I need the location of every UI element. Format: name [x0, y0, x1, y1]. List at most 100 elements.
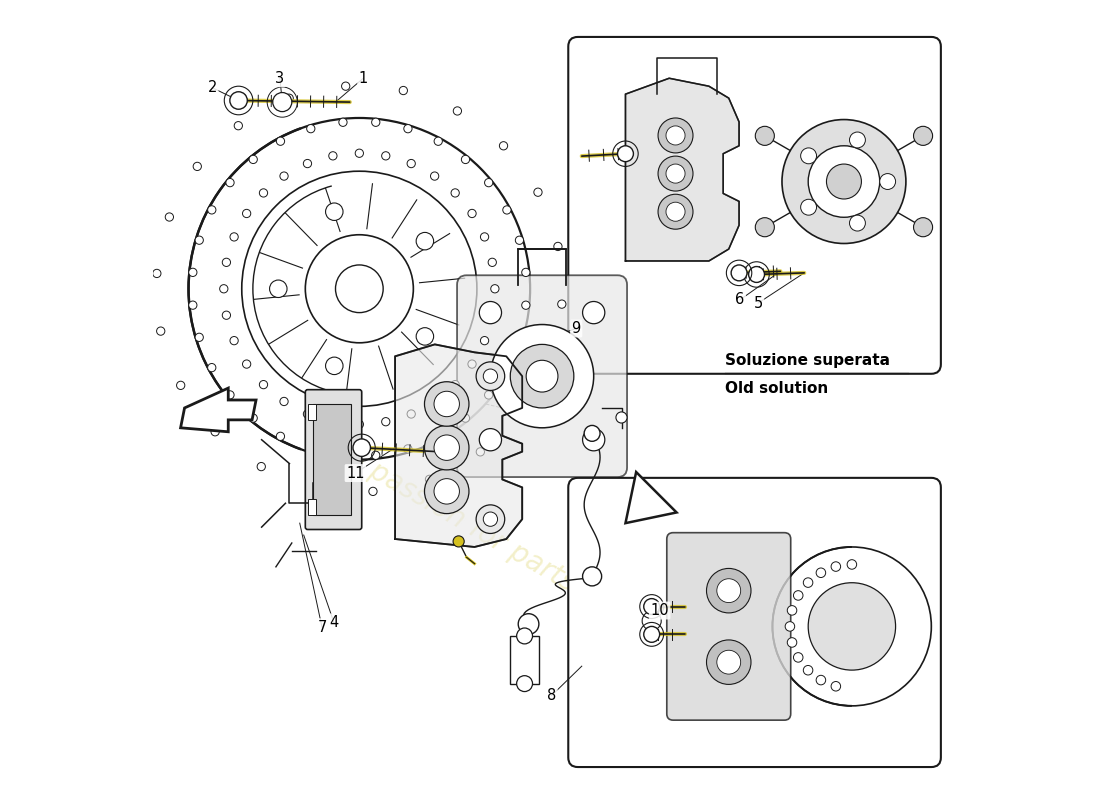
Circle shape	[793, 653, 803, 662]
Circle shape	[803, 666, 813, 675]
Circle shape	[483, 369, 497, 383]
Text: 1: 1	[359, 70, 367, 86]
Circle shape	[306, 234, 414, 342]
Circle shape	[355, 420, 363, 429]
Circle shape	[488, 311, 496, 319]
Circle shape	[339, 451, 346, 459]
Circle shape	[434, 435, 460, 460]
Circle shape	[517, 676, 532, 691]
Circle shape	[353, 439, 371, 457]
Circle shape	[304, 410, 311, 418]
Circle shape	[372, 118, 379, 126]
Circle shape	[521, 268, 530, 277]
Circle shape	[307, 445, 315, 453]
Circle shape	[208, 206, 216, 214]
Circle shape	[307, 125, 315, 133]
Circle shape	[583, 567, 602, 586]
Circle shape	[880, 174, 895, 190]
Circle shape	[430, 172, 439, 180]
Circle shape	[153, 270, 161, 278]
Circle shape	[782, 119, 906, 243]
Circle shape	[584, 426, 601, 442]
Circle shape	[194, 162, 201, 170]
Circle shape	[518, 614, 539, 634]
Bar	[314, 404, 351, 515]
Circle shape	[425, 469, 469, 514]
Circle shape	[749, 266, 764, 282]
Circle shape	[404, 445, 412, 453]
Circle shape	[772, 547, 932, 706]
Circle shape	[644, 626, 660, 642]
Circle shape	[849, 132, 866, 148]
Circle shape	[515, 236, 524, 244]
Circle shape	[222, 311, 231, 319]
Circle shape	[553, 242, 562, 250]
Circle shape	[756, 126, 774, 146]
Circle shape	[407, 410, 416, 418]
Circle shape	[617, 146, 634, 162]
Circle shape	[644, 598, 660, 614]
Circle shape	[355, 149, 363, 158]
Circle shape	[368, 487, 377, 495]
FancyBboxPatch shape	[569, 478, 940, 767]
Circle shape	[329, 152, 337, 160]
Text: 7: 7	[317, 620, 327, 634]
Circle shape	[230, 92, 248, 110]
Circle shape	[756, 218, 774, 237]
Polygon shape	[395, 344, 522, 547]
Circle shape	[666, 126, 685, 145]
Circle shape	[304, 159, 311, 168]
Circle shape	[517, 407, 526, 415]
Text: 11: 11	[346, 466, 364, 481]
Circle shape	[849, 215, 866, 231]
Circle shape	[491, 285, 499, 293]
Circle shape	[503, 363, 512, 372]
Circle shape	[226, 178, 234, 186]
Circle shape	[534, 188, 542, 196]
Circle shape	[220, 285, 228, 293]
Text: 8: 8	[547, 688, 557, 703]
Circle shape	[407, 159, 416, 168]
FancyBboxPatch shape	[569, 37, 940, 374]
Bar	[308, 499, 316, 515]
Circle shape	[793, 590, 803, 600]
Circle shape	[816, 675, 826, 685]
Circle shape	[336, 265, 383, 313]
Circle shape	[616, 412, 627, 423]
Circle shape	[485, 178, 493, 186]
Circle shape	[189, 268, 197, 277]
Circle shape	[468, 210, 476, 218]
Circle shape	[279, 172, 288, 180]
Circle shape	[913, 126, 933, 146]
Circle shape	[521, 301, 530, 310]
Circle shape	[666, 164, 685, 183]
Polygon shape	[180, 388, 256, 432]
Circle shape	[583, 429, 605, 451]
Text: 3: 3	[275, 70, 285, 86]
Circle shape	[249, 155, 257, 163]
Text: 5: 5	[754, 295, 762, 310]
Bar	[308, 404, 316, 420]
Circle shape	[484, 391, 493, 399]
Circle shape	[399, 86, 407, 94]
Text: 9: 9	[572, 321, 581, 336]
Circle shape	[481, 233, 488, 241]
FancyBboxPatch shape	[458, 275, 627, 477]
Circle shape	[480, 302, 502, 324]
Circle shape	[658, 156, 693, 191]
Circle shape	[847, 560, 857, 570]
Circle shape	[558, 300, 566, 308]
Circle shape	[404, 125, 412, 133]
Circle shape	[788, 606, 796, 615]
Circle shape	[234, 122, 242, 130]
Circle shape	[461, 155, 470, 163]
Text: Old solution: Old solution	[725, 382, 828, 396]
Circle shape	[546, 357, 553, 365]
Circle shape	[242, 210, 251, 218]
Circle shape	[706, 640, 751, 685]
Circle shape	[453, 536, 464, 547]
Circle shape	[195, 236, 204, 244]
Circle shape	[788, 638, 796, 647]
Circle shape	[339, 118, 348, 126]
Circle shape	[706, 569, 751, 613]
